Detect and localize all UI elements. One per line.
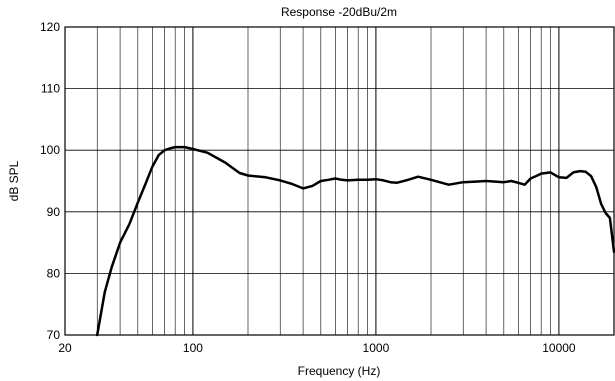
chart-title: Response -20dBu/2m xyxy=(281,5,397,19)
y-tick-label: 80 xyxy=(47,266,61,280)
x-tick-label: 20 xyxy=(58,341,72,355)
y-tick-label: 100 xyxy=(40,143,60,157)
x-tick-label: 10000 xyxy=(542,341,576,355)
y-tick-label: 90 xyxy=(47,205,61,219)
plot-frame xyxy=(64,26,615,336)
y-axis-label: dB SPL xyxy=(7,160,21,201)
tick-labels: 20 100 1000 10000 70 80 90 100 110 120 xyxy=(40,20,576,355)
y-tick-label: 110 xyxy=(41,82,60,96)
x-tick-label: 100 xyxy=(183,341,203,355)
y-tick-label: 70 xyxy=(47,328,61,342)
x-tick-label: 1000 xyxy=(363,341,390,355)
x-axis-label: Frequency (Hz) xyxy=(298,364,381,378)
response-curve xyxy=(95,145,615,337)
y-tick-label: 120 xyxy=(40,20,60,34)
